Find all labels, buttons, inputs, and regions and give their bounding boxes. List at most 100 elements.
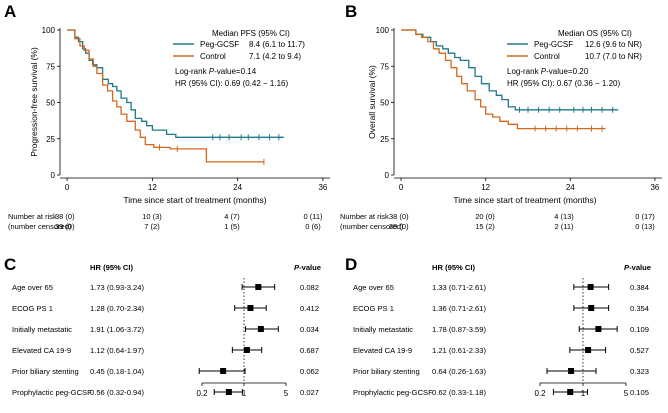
- panel-c-row-hr: 1.28 (0.70-2.34): [90, 304, 145, 313]
- panel-b-legend-name-peg: Peg-GCSF: [534, 40, 573, 49]
- panel-c-row-hr: 1.91 (1.06-3.72): [90, 325, 145, 334]
- panel-b-legend-stat-control: 10.7 (7.0 to NR): [585, 52, 642, 61]
- panel-d-hr-point: [588, 305, 595, 311]
- panel-b-risk-cell: 39 (0): [389, 222, 409, 231]
- panel-c-row-p: 0.082: [300, 283, 319, 292]
- panel-d: D HR (95% CI) P-value: [345, 255, 651, 274]
- panel-c-row-hr: 1.12 (0.64-1.97): [90, 346, 145, 355]
- panel-b-logrank: Log-rank P-value=0.20: [507, 67, 589, 76]
- panel-a-legend-stat-control: 7.1 (4.2 to 9.4): [249, 52, 301, 61]
- panel-a-y-tick-label: 100: [42, 26, 56, 35]
- panel-d-row-p: 0.384: [630, 283, 649, 292]
- panel-d-row-label: Prophylactic peg-GCSF: [353, 388, 433, 397]
- panel-a-risk-cell: 0 (11): [303, 212, 323, 221]
- panel-b-risk-cell: 15 (2): [475, 222, 495, 231]
- panel-b-risk-cell: 38 (0): [389, 212, 409, 221]
- panel-a-legend-title: Median PFS (95% CI): [212, 29, 290, 38]
- panel-a-curve-peg: [67, 29, 284, 138]
- panel-a-logrank: Log-rank P-value=0.14: [175, 67, 257, 76]
- panel-b-risk-cell: 0 (17): [635, 212, 655, 221]
- panel-b-curve-control: [401, 29, 606, 130]
- panel-a-legend-stat-peg: 8.4 (6.1 to 11.7): [249, 40, 305, 49]
- panel-b-x-tick-label: 0: [399, 183, 404, 192]
- panel-c-hr-point: [243, 347, 250, 353]
- panel-b-y-tick-label: 25: [380, 135, 389, 144]
- panel-b-y-tick-label: 0: [385, 171, 390, 180]
- panel-b-risk-cell: 2 (11): [554, 222, 574, 231]
- panel-d-row-label: Elevated CA 19-9: [353, 346, 412, 355]
- panel-a-risk-cell: 1 (5): [224, 222, 240, 231]
- panel-c-row-p: 0.412: [300, 304, 319, 313]
- panel-c-hr-point: [225, 389, 232, 395]
- panel-c-row-hr: 1.73 (0.93-3.24): [90, 283, 145, 292]
- panel-c-header-hr: HR (95% CI): [90, 263, 134, 272]
- panel-d-row-p: 0.323: [630, 367, 649, 376]
- panel-c-x-tick-label: 1: [242, 389, 247, 398]
- panel-a-y-tick-label: 75: [46, 62, 55, 71]
- panel-d-x-tick-label: 1: [581, 389, 586, 398]
- panel-c-row-label: Elevated CA 19-9: [12, 346, 71, 355]
- panel-c-row-label: Initially metastatic: [12, 325, 72, 334]
- panel-c-row-p: 0.034: [300, 325, 319, 334]
- panel-d-hr-point: [587, 284, 594, 290]
- panel-d-row-label: Age over 65: [353, 283, 394, 292]
- panel-d-row-p: 0.527: [630, 346, 649, 355]
- panel-c-x-tick-label: 0.2: [196, 389, 208, 398]
- panel-b-x-tick-label: 24: [566, 183, 575, 192]
- panel-d-row-hr: 0.64 (0.26-1.63): [432, 367, 487, 376]
- panel-a-risk-label: Number at risk: [8, 212, 57, 221]
- panel-d-x-tick-label: 0.2: [534, 389, 546, 398]
- panel-b-legend-name-control: Control: [534, 52, 560, 61]
- panel-a-legend-name-peg: Peg-GCSF: [200, 40, 239, 49]
- panel-d-row-p: 0.109: [630, 325, 649, 334]
- panel-c-hr-point: [247, 305, 254, 311]
- panel-a-risk-cell: 4 (7): [224, 212, 240, 221]
- panel-d-row-p: 0.105: [630, 388, 649, 397]
- panel-c-row-label: Prophylactic peg-GCSF: [12, 388, 92, 397]
- panel-d-row-hr: 1.33 (0.71-2.61): [432, 283, 487, 292]
- panel-d-header-hr: HR (95% CI): [432, 263, 476, 272]
- panel-a-censored-label: (number censored): [8, 222, 72, 231]
- panel-b-y-tick-label: 75: [380, 62, 389, 71]
- panel-b-y-tick-label: 50: [380, 99, 389, 108]
- panel-a-y-tick-label: 25: [46, 135, 55, 144]
- panel-c-row-label: Prior biliary stenting: [12, 367, 79, 376]
- panel-a-x-tick-label: 36: [318, 183, 327, 192]
- panel-c-row-hr: 0.56 (0.32-0.94): [90, 388, 145, 397]
- panel-b-hr: HR (95% CI): 0.67 (0.36 − 1.20): [507, 79, 621, 88]
- panel-a-x-tick-label: 12: [148, 183, 157, 192]
- panel-b-ylabel: Overall survival (%): [367, 65, 377, 139]
- panel-b-xlabel: Time since start of treatment (months): [453, 195, 596, 205]
- panel-c-hr-point: [257, 326, 264, 332]
- panel-b-risk-cell: 4 (13): [554, 212, 574, 221]
- panel-a-letter: A: [4, 2, 16, 21]
- panel-c-x-tick-label: 5: [284, 389, 289, 398]
- panel-c-row-p: 0.062: [300, 367, 319, 376]
- panel-d-x-tick-label: 5: [624, 389, 629, 398]
- panel-a-x-tick-label: 24: [233, 183, 242, 192]
- panel-a-ylabel: Progression-free survival (%): [29, 47, 39, 157]
- panel-d-row-label: ECOG PS 1: [353, 304, 394, 313]
- panel-d-row-p: 0.354: [630, 304, 649, 313]
- panel-a-risk-cell: 7 (2): [144, 222, 160, 231]
- panel-b-x-tick-label: 36: [650, 183, 659, 192]
- panel-d-row-hr: 1.78 (0.87-3.59): [432, 325, 487, 334]
- panel-a-risk-cell: 0 (6): [305, 222, 321, 231]
- panel-c-row-label: ECOG PS 1: [12, 304, 53, 313]
- panel-c-letter: C: [4, 255, 16, 274]
- panel-b-censored-label: (number censored): [340, 222, 404, 231]
- panel-d-header-p: P-value: [624, 263, 651, 272]
- panel-b-y-tick-label: 100: [376, 26, 390, 35]
- panel-d-hr-point: [595, 326, 602, 332]
- panel-b-legend-stat-peg: 12.6 (9.6 to NR): [585, 40, 642, 49]
- panel-c: C HR (95% CI) P-value: [4, 255, 321, 274]
- panel-d-row-hr: 1.21 (0.61-2.33): [432, 346, 487, 355]
- panel-a-risk-cell: 10 (3): [142, 212, 162, 221]
- panel-b-letter: B: [345, 2, 357, 21]
- panel-b-risk-cell: 20 (0): [475, 212, 495, 221]
- panel-d-hr-point: [585, 347, 592, 353]
- chart-marks: 0 25 50 75 100 0 12 24 36 38 (0) 10 (3) 4 (7) 0 (11)…: [12, 26, 662, 398]
- panel-a-legend-name-control: Control: [200, 52, 226, 61]
- panel-d-hr-point: [567, 389, 574, 395]
